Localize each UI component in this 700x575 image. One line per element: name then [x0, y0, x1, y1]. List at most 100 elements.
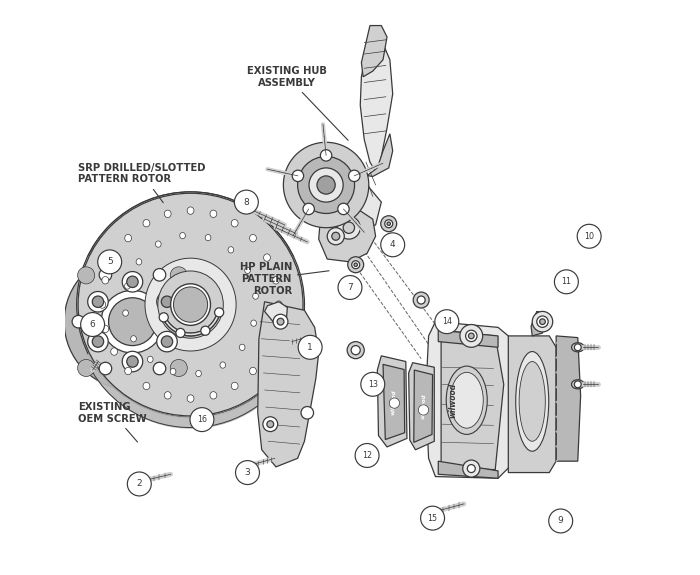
Circle shape [161, 336, 173, 347]
Circle shape [92, 296, 104, 308]
Ellipse shape [210, 392, 217, 399]
Ellipse shape [228, 247, 234, 253]
Circle shape [267, 421, 274, 428]
Circle shape [298, 156, 355, 213]
Text: 14: 14 [442, 317, 452, 326]
Ellipse shape [264, 348, 270, 355]
Polygon shape [438, 330, 498, 347]
Circle shape [419, 405, 428, 415]
Ellipse shape [136, 259, 142, 265]
Ellipse shape [187, 395, 194, 402]
Circle shape [417, 296, 425, 304]
Polygon shape [531, 312, 545, 336]
Circle shape [321, 150, 332, 161]
Ellipse shape [231, 220, 238, 227]
Circle shape [157, 292, 177, 312]
Circle shape [88, 292, 108, 312]
Circle shape [309, 168, 343, 202]
Polygon shape [441, 330, 504, 470]
Ellipse shape [250, 367, 256, 375]
Circle shape [153, 362, 166, 375]
Text: HP PLAIN
PATTERN
ROTOR: HP PLAIN PATTERN ROTOR [239, 262, 329, 296]
Polygon shape [360, 40, 393, 174]
Circle shape [215, 308, 224, 317]
Ellipse shape [210, 210, 217, 217]
Ellipse shape [446, 366, 487, 435]
Ellipse shape [122, 310, 128, 316]
Circle shape [554, 270, 578, 294]
Circle shape [348, 257, 364, 273]
Circle shape [190, 408, 214, 432]
Ellipse shape [187, 207, 194, 214]
Ellipse shape [145, 258, 236, 351]
Ellipse shape [272, 277, 279, 284]
Circle shape [153, 269, 166, 281]
Ellipse shape [220, 362, 225, 368]
Circle shape [347, 342, 364, 359]
Polygon shape [349, 134, 393, 179]
Text: 10: 10 [584, 232, 594, 241]
Circle shape [354, 263, 358, 266]
Text: 12: 12 [362, 451, 372, 460]
Circle shape [81, 270, 183, 373]
Circle shape [284, 142, 369, 228]
Circle shape [108, 298, 156, 346]
Circle shape [170, 267, 188, 284]
Polygon shape [383, 365, 405, 439]
Polygon shape [258, 302, 319, 467]
Ellipse shape [239, 344, 245, 351]
Ellipse shape [111, 254, 118, 261]
Ellipse shape [519, 362, 545, 441]
Ellipse shape [125, 283, 130, 289]
Circle shape [99, 269, 112, 281]
Circle shape [578, 224, 601, 248]
Text: 9: 9 [558, 516, 564, 526]
Circle shape [343, 222, 355, 233]
Polygon shape [409, 363, 434, 450]
Circle shape [181, 316, 192, 328]
Circle shape [381, 233, 405, 257]
Circle shape [301, 407, 314, 419]
Polygon shape [361, 25, 387, 77]
Ellipse shape [134, 479, 143, 486]
Ellipse shape [264, 254, 270, 261]
Circle shape [170, 359, 188, 377]
Ellipse shape [205, 235, 211, 241]
Circle shape [463, 460, 480, 477]
Ellipse shape [77, 192, 304, 417]
Circle shape [161, 296, 173, 308]
Ellipse shape [450, 373, 483, 428]
Polygon shape [318, 208, 376, 262]
Polygon shape [438, 461, 498, 478]
Ellipse shape [253, 293, 258, 299]
Circle shape [235, 461, 260, 485]
Text: 2: 2 [136, 480, 142, 488]
Ellipse shape [251, 320, 256, 326]
Circle shape [413, 292, 429, 308]
Ellipse shape [148, 356, 153, 362]
Text: 16: 16 [197, 415, 207, 424]
Ellipse shape [164, 392, 171, 399]
Text: 15: 15 [428, 513, 438, 523]
Circle shape [201, 326, 210, 335]
Ellipse shape [250, 235, 256, 242]
Circle shape [176, 328, 185, 338]
Text: SRP DRILLED/SLOTTED
PATTERN ROTOR: SRP DRILLED/SLOTTED PATTERN ROTOR [78, 163, 205, 203]
Ellipse shape [171, 284, 211, 325]
Circle shape [273, 315, 288, 329]
Circle shape [159, 313, 168, 322]
Circle shape [338, 203, 349, 214]
Ellipse shape [102, 277, 108, 284]
Polygon shape [377, 356, 407, 447]
Ellipse shape [111, 348, 118, 355]
Text: 4: 4 [390, 240, 395, 250]
Circle shape [421, 506, 444, 530]
Circle shape [537, 316, 548, 327]
Ellipse shape [272, 325, 279, 332]
Ellipse shape [571, 343, 584, 352]
Circle shape [468, 333, 474, 339]
Circle shape [385, 220, 393, 228]
Ellipse shape [155, 241, 161, 247]
Ellipse shape [275, 301, 282, 308]
Circle shape [127, 356, 138, 367]
